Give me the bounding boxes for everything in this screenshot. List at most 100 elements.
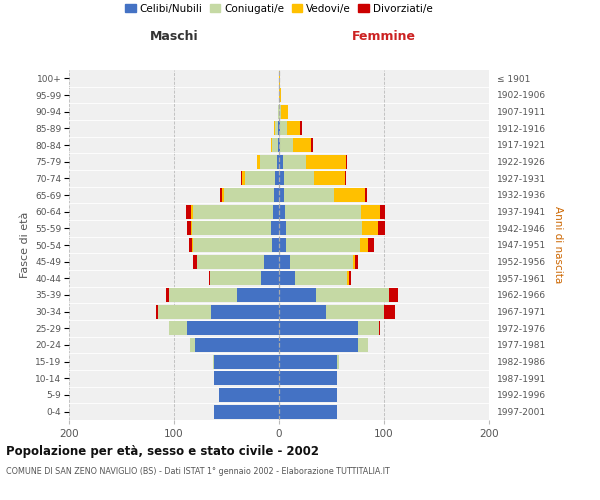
Bar xyxy=(284,188,334,202)
Bar xyxy=(242,171,245,186)
Bar xyxy=(384,304,395,319)
Bar xyxy=(169,322,187,336)
Text: COMUNE DI SAN ZENO NAVIGLIO (BS) - Dati ISTAT 1° gennaio 2002 - Elaborazione TUT: COMUNE DI SAN ZENO NAVIGLIO (BS) - Dati … xyxy=(6,468,390,476)
Bar xyxy=(192,221,271,236)
Bar xyxy=(187,322,279,336)
Bar xyxy=(197,254,265,269)
Bar xyxy=(275,121,278,136)
Bar xyxy=(195,338,279,352)
Bar xyxy=(300,121,302,136)
Bar xyxy=(158,304,211,319)
Bar xyxy=(279,338,358,352)
Legend: Celibi/Nubili, Coniugati/e, Vedovi/e, Divorziati/e: Celibi/Nubili, Coniugati/e, Vedovi/e, Di… xyxy=(123,2,435,16)
Bar xyxy=(311,138,313,152)
Y-axis label: Anni di nascita: Anni di nascita xyxy=(553,206,563,284)
Bar xyxy=(190,338,195,352)
Bar xyxy=(219,388,279,402)
Bar xyxy=(334,188,365,202)
Bar xyxy=(278,138,279,152)
Y-axis label: Fasce di età: Fasce di età xyxy=(20,212,29,278)
Text: Femmine: Femmine xyxy=(352,30,416,43)
Bar xyxy=(279,171,284,186)
Bar xyxy=(274,121,275,136)
Bar xyxy=(237,288,279,302)
Bar xyxy=(185,204,191,219)
Bar xyxy=(265,254,279,269)
Bar xyxy=(293,138,311,152)
Bar xyxy=(193,238,272,252)
Bar xyxy=(281,104,289,118)
Bar xyxy=(257,154,260,169)
Bar xyxy=(271,138,272,152)
Bar xyxy=(214,354,279,369)
Bar xyxy=(261,271,279,285)
Bar xyxy=(279,271,295,285)
Text: Popolazione per età, sesso e stato civile - 2002: Popolazione per età, sesso e stato civil… xyxy=(6,445,319,458)
Bar xyxy=(278,121,279,136)
Bar xyxy=(191,221,192,236)
Bar xyxy=(241,171,242,186)
Text: Maschi: Maschi xyxy=(149,30,199,43)
Bar xyxy=(279,388,337,402)
Bar xyxy=(209,271,210,285)
Bar xyxy=(355,254,358,269)
Bar xyxy=(326,304,384,319)
Bar xyxy=(214,371,279,386)
Bar xyxy=(187,221,191,236)
Bar xyxy=(361,204,380,219)
Bar xyxy=(295,271,347,285)
Bar xyxy=(279,404,337,419)
Bar xyxy=(346,154,347,169)
Bar xyxy=(358,338,368,352)
Bar xyxy=(368,238,373,252)
Bar xyxy=(223,188,224,202)
Bar xyxy=(277,154,279,169)
Bar xyxy=(316,288,389,302)
Bar xyxy=(279,221,286,236)
Bar xyxy=(213,354,214,369)
Bar xyxy=(286,221,362,236)
Bar xyxy=(224,188,274,202)
Bar xyxy=(358,322,379,336)
Bar xyxy=(279,371,337,386)
Bar xyxy=(214,404,279,419)
Bar xyxy=(353,254,355,269)
Bar xyxy=(279,304,326,319)
Bar xyxy=(169,288,237,302)
Bar xyxy=(210,271,261,285)
Bar xyxy=(275,171,279,186)
Bar xyxy=(260,154,277,169)
Bar xyxy=(290,254,353,269)
Bar xyxy=(279,138,280,152)
Bar xyxy=(278,104,279,118)
Bar xyxy=(211,304,279,319)
Bar xyxy=(279,88,281,102)
Bar xyxy=(389,288,398,302)
Bar xyxy=(349,271,352,285)
Bar xyxy=(286,238,360,252)
Bar xyxy=(345,171,346,186)
Bar xyxy=(287,121,300,136)
Bar xyxy=(166,288,169,302)
Bar xyxy=(279,204,286,219)
Bar xyxy=(189,238,192,252)
Bar xyxy=(279,154,283,169)
Bar xyxy=(274,188,279,202)
Bar xyxy=(284,171,314,186)
Bar xyxy=(279,104,281,118)
Bar xyxy=(362,221,378,236)
Bar xyxy=(347,271,349,285)
Bar xyxy=(156,304,158,319)
Bar xyxy=(337,354,339,369)
Bar xyxy=(314,171,345,186)
Bar xyxy=(272,238,279,252)
Bar xyxy=(280,138,293,152)
Bar xyxy=(272,204,279,219)
Bar xyxy=(193,204,272,219)
Bar xyxy=(193,254,197,269)
Bar xyxy=(360,238,368,252)
Bar xyxy=(279,254,290,269)
Bar xyxy=(245,171,275,186)
Bar xyxy=(191,204,193,219)
Bar xyxy=(279,188,284,202)
